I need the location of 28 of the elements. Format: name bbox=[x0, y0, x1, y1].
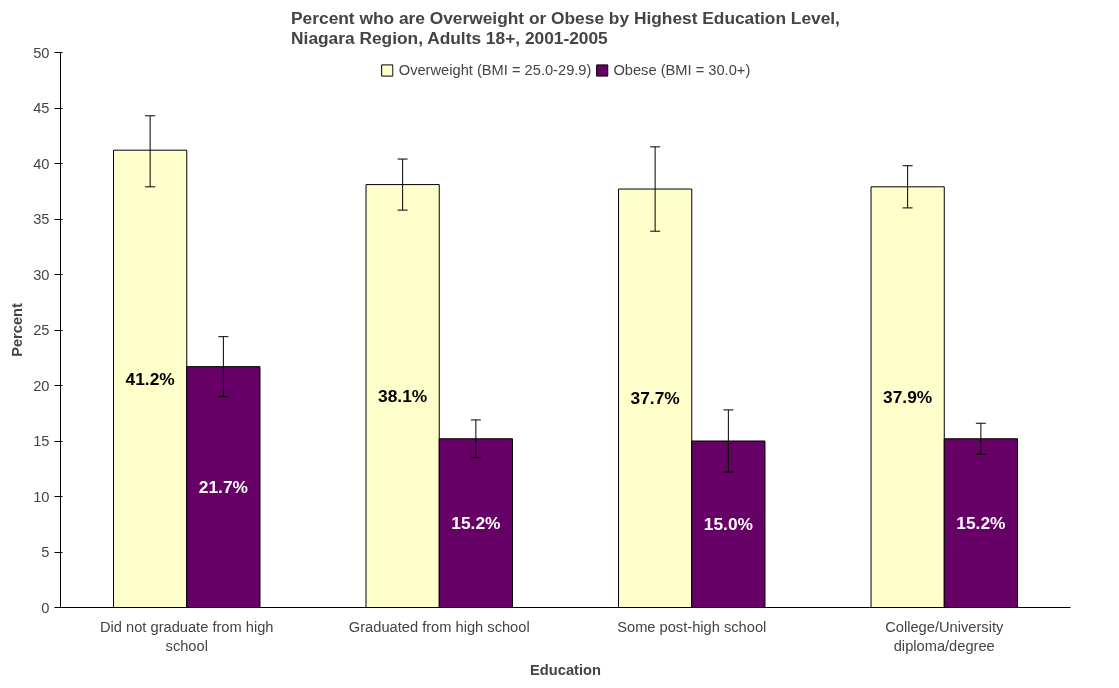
y-axis-title: Percent bbox=[9, 303, 26, 357]
data-label: 21.7% bbox=[198, 477, 248, 498]
y-tick-label: 25 bbox=[33, 322, 50, 338]
y-tick-label: 50 bbox=[33, 44, 50, 61]
y-tick-label: 20 bbox=[33, 377, 50, 394]
x-tick-label: College/University diploma/degree bbox=[885, 618, 1004, 654]
data-label: 15.2% bbox=[451, 513, 501, 534]
y-tick-label: 35 bbox=[33, 211, 50, 227]
chart-title: Percent who are Overweight or Obese by Highest Education Level, Niagara Region, Adults 18+, 2001-2005 bbox=[291, 7, 840, 48]
data-label: 41.2% bbox=[125, 368, 175, 389]
y-tick-label: 5 bbox=[41, 544, 50, 560]
y-tick-label: 45 bbox=[33, 100, 50, 116]
y-tick-label: 15 bbox=[33, 433, 50, 449]
y-tick-label: 0 bbox=[41, 599, 50, 616]
x-tick-label: Graduated from high school bbox=[348, 618, 530, 635]
x-tick-label: Some post-high school bbox=[617, 618, 767, 635]
y-tick-label: 10 bbox=[33, 488, 50, 505]
y-tick-label: 30 bbox=[33, 266, 50, 283]
legend-label: Overweight (BMI = 25.0-29.9) bbox=[398, 62, 592, 78]
y-tick-label: 40 bbox=[33, 155, 50, 172]
data-label: 37.9% bbox=[883, 387, 933, 408]
data-label: 37.7% bbox=[630, 388, 680, 409]
x-axis-title: Education bbox=[530, 661, 601, 678]
data-label: 15.2% bbox=[956, 513, 1006, 534]
legend-label: Obese (BMI = 30.0+) bbox=[613, 62, 751, 78]
data-label: 15.0% bbox=[703, 514, 753, 535]
data-label: 38.1% bbox=[378, 386, 428, 407]
x-tick-label: Did not graduate from high school bbox=[99, 618, 274, 654]
